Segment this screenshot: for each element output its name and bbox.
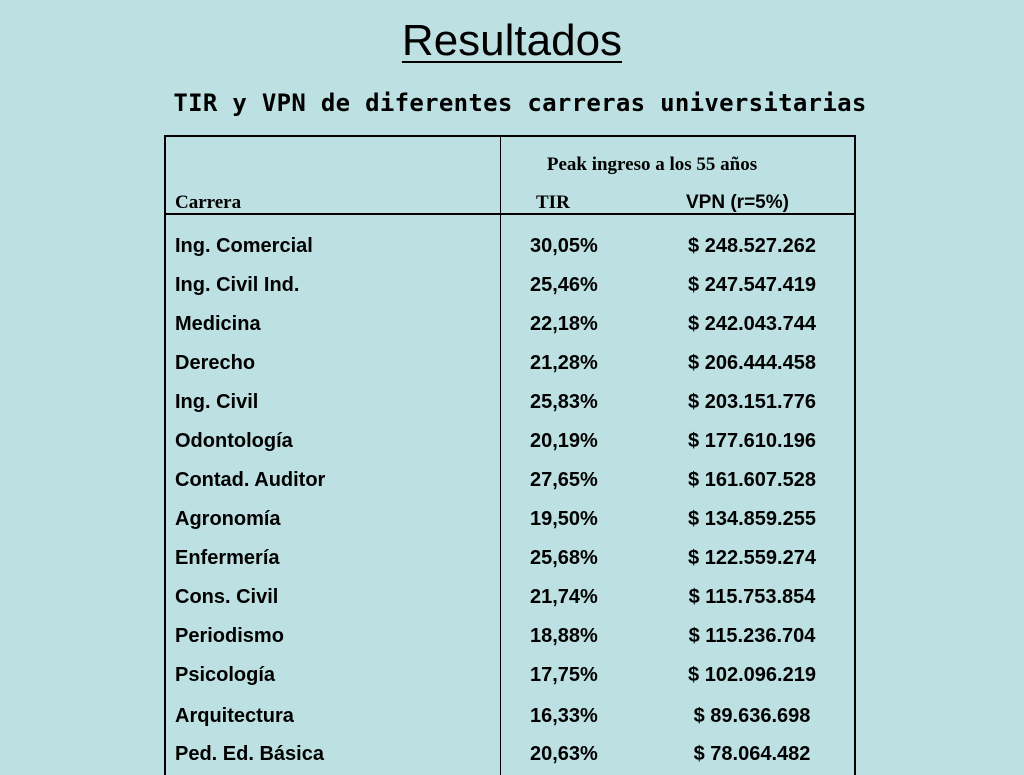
cell-vpn: $ 134.859.255 <box>688 508 816 530</box>
cell-career: Agronomía <box>175 508 281 530</box>
cell-tir: 25,83% <box>530 391 598 413</box>
column-header-career: Carrera <box>175 192 242 213</box>
table-row: Ing. Civil Ind. 25,46% $ 247.547.419 <box>166 266 854 305</box>
cell-vpn: $ 115.236.704 <box>688 625 816 647</box>
cell-tir: 30,05% <box>530 235 598 257</box>
cell-vpn: $ 242.043.744 <box>688 313 816 335</box>
slide-title: Resultados <box>0 14 1024 68</box>
column-header-tir: TIR <box>536 192 570 213</box>
cell-tir: 18,88% <box>530 625 598 647</box>
table-row: Contad. Auditor 27,65% $ 161.607.528 <box>166 461 854 500</box>
cell-vpn: $ 89.636.698 <box>693 705 811 727</box>
cell-career: Psicología <box>175 664 276 686</box>
column-header-vpn: VPN (r=5%) <box>686 192 789 213</box>
table-row: Agronomía 19,50% $ 134.859.255 <box>166 500 854 539</box>
cell-vpn: $ 203.151.776 <box>688 391 816 413</box>
cell-tir: 20,19% <box>530 430 598 452</box>
cell-career: Enfermería <box>175 547 280 569</box>
cell-career: Ing. Comercial <box>175 235 313 257</box>
table-row: Odontología 20,19% $ 177.610.196 <box>166 422 854 461</box>
cell-vpn: $ 247.547.419 <box>688 274 816 296</box>
table-row: Enfermería 25,68% $ 122.559.274 <box>166 539 854 578</box>
cell-vpn: $ 248.527.262 <box>688 235 816 257</box>
results-table: Peak ingreso a los 55 años Carrera TIR V… <box>164 135 856 775</box>
cell-tir: 27,65% <box>530 469 598 491</box>
cell-vpn: $ 177.610.196 <box>688 430 816 452</box>
cell-tir: 20,63% <box>530 743 598 765</box>
cell-career: Ing. Civil Ind. <box>175 274 300 296</box>
cell-vpn: $ 102.096.219 <box>688 664 816 686</box>
cell-tir: 21,28% <box>530 352 598 374</box>
cell-career: Medicina <box>175 313 261 335</box>
cell-vpn: $ 206.444.458 <box>688 352 816 374</box>
group-header: Peak ingreso a los 55 años <box>546 154 758 175</box>
table-row: Derecho 21,28% $ 206.444.458 <box>166 344 854 383</box>
cell-tir: 25,68% <box>530 547 598 569</box>
cell-career: Derecho <box>175 352 256 374</box>
cell-career: Arquitectura <box>175 705 294 727</box>
cell-tir: 25,46% <box>530 274 598 296</box>
cell-career: Cons. Civil <box>175 586 279 608</box>
table-row: Psicología 17,75% $ 102.096.219 <box>166 656 854 695</box>
cell-tir: 16,33% <box>530 705 598 727</box>
cell-tir: 22,18% <box>530 313 598 335</box>
cell-career: Odontología <box>175 430 293 452</box>
cell-tir: 19,50% <box>530 508 598 530</box>
cell-vpn: $ 115.753.854 <box>688 586 816 608</box>
table-row: Ing. Comercial 30,05% $ 248.527.262 <box>166 227 854 266</box>
table-row: Cons. Civil 21,74% $ 115.753.854 <box>166 578 854 617</box>
cell-vpn: $ 78.064.482 <box>693 743 811 765</box>
cell-vpn: $ 161.607.528 <box>688 469 816 491</box>
column-divider <box>500 137 501 775</box>
table-row: Arquitectura 16,33% $ 89.636.698 <box>166 697 854 736</box>
table-row: Ped. Ed. Básica 20,63% $ 78.064.482 <box>166 735 854 774</box>
cell-tir: 17,75% <box>530 664 598 686</box>
slide-title-text: Resultados <box>401 16 623 65</box>
header-divider <box>166 213 854 215</box>
table-row: Ing. Civil 25,83% $ 203.151.776 <box>166 383 854 422</box>
cell-career: Ped. Ed. Básica <box>175 743 324 765</box>
cell-career: Ing. Civil <box>175 391 259 413</box>
cell-career: Periodismo <box>175 625 284 647</box>
cell-career: Contad. Auditor <box>175 469 326 491</box>
table-row: Medicina 22,18% $ 242.043.744 <box>166 305 854 344</box>
cell-tir: 21,74% <box>530 586 598 608</box>
slide-subtitle: TIR y VPN de diferentes carreras univers… <box>173 89 867 117</box>
table-row: Periodismo 18,88% $ 115.236.704 <box>166 617 854 656</box>
cell-vpn: $ 122.559.274 <box>688 547 816 569</box>
